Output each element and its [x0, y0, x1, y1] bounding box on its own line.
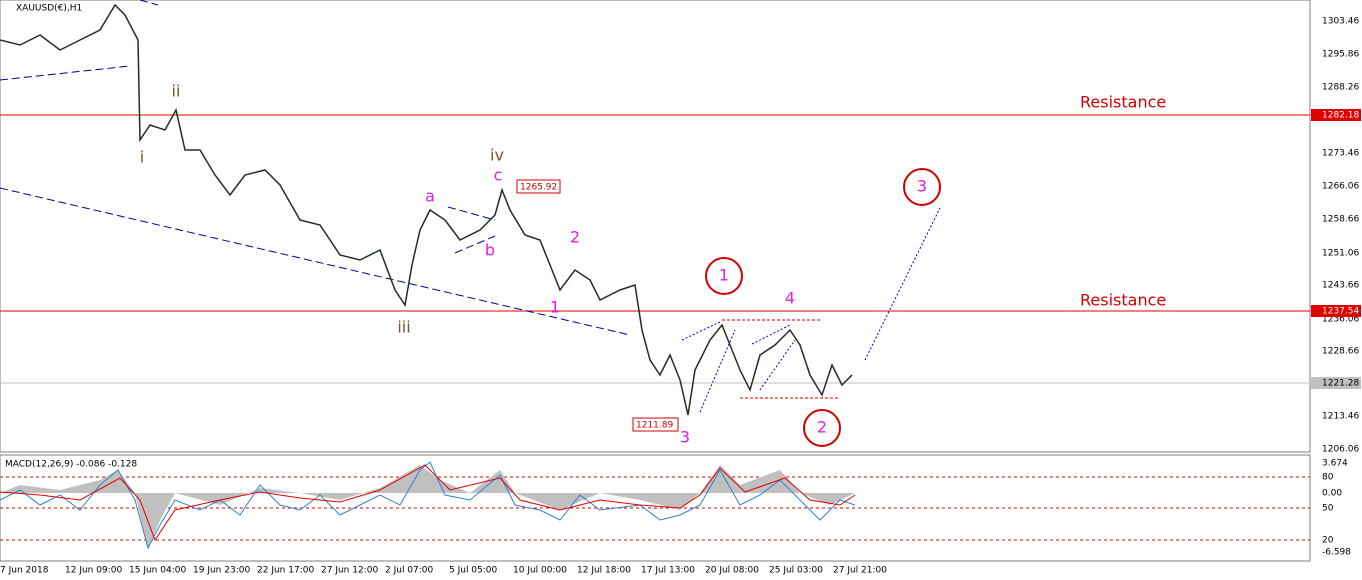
- macd-label: 3.674: [1322, 459, 1348, 469]
- price-tag: 1265.92: [520, 183, 557, 193]
- price-tag: 1282.18: [1322, 111, 1359, 121]
- price-label: 1228.66: [1322, 347, 1359, 357]
- trendlines: [0, 0, 631, 336]
- time-label: 22 Jun 17:00: [257, 566, 314, 576]
- price-label: 1288.26: [1322, 83, 1359, 93]
- price-path: [0, 3, 853, 416]
- time-label: 19 Jun 23:00: [193, 566, 250, 576]
- price-tag-bg: [1311, 377, 1361, 389]
- price-label: 1243.66: [1322, 281, 1359, 291]
- macd-signal: [0, 464, 856, 542]
- main-pane: [0, 0, 1311, 453]
- wave-label: 2: [570, 228, 580, 247]
- price-tag-box: [516, 179, 561, 194]
- wave-label: i: [140, 148, 144, 167]
- price-tag-box: [632, 417, 679, 432]
- level-label: Resistance: [1080, 93, 1166, 112]
- price-label: 1273.46: [1322, 149, 1359, 159]
- time-label: 12 Jul 18:00: [577, 566, 631, 576]
- wave-label: ii: [172, 82, 181, 101]
- wave-label: 2: [817, 418, 827, 437]
- time-label: 15 Jun 04:00: [129, 566, 186, 576]
- wave-label: iv: [490, 146, 504, 165]
- price-tag: 1221.28: [1322, 379, 1359, 389]
- price-label: 1206.06: [1322, 445, 1359, 455]
- wave-label: 4: [785, 289, 795, 308]
- macd-title: MACD(12,26,9) -0.086 -0.128: [5, 460, 137, 470]
- wave-circle: [803, 409, 841, 447]
- time-label: 10 Jul 00:00: [513, 566, 567, 576]
- time-label: 5 Jul 05:00: [449, 566, 498, 576]
- wave-label: 3: [917, 177, 927, 196]
- time-label: 12 Jun 09:00: [65, 566, 122, 576]
- price-tag: 1237.54: [1322, 307, 1359, 317]
- wave-label: a: [425, 187, 435, 206]
- time-axis: 7 Jun 2018 12 Jun 09:00 15 Jun 04:00 19 Jun…: [0, 566, 887, 576]
- time-label: 20 Jul 08:00: [705, 566, 759, 576]
- wave-circle: [903, 168, 941, 206]
- price-tag-bg: [1311, 109, 1361, 121]
- price-label: 1251.06: [1322, 249, 1359, 259]
- time-label: 27 Jul 21:00: [833, 566, 887, 576]
- time-label: 7 Jun 2018: [0, 566, 49, 576]
- time-label: 17 Jul 13:00: [641, 566, 695, 576]
- time-label: 2 Jul 07:00: [385, 566, 434, 576]
- price-label: 1303.46: [1322, 17, 1359, 27]
- wave-label: c: [494, 166, 503, 185]
- macd-main: [0, 461, 856, 550]
- macd-label: 50: [1322, 504, 1334, 514]
- price-label: 1258.66: [1322, 215, 1359, 225]
- wave-label: iii: [397, 318, 410, 337]
- axis-labels: 1303.46 1295.86 1288.26 1273.46 1266.06 …: [1322, 17, 1359, 455]
- macd-label: -6.598: [1322, 548, 1351, 558]
- price-tag-bg: [1311, 305, 1361, 317]
- price-label: 1295.86: [1322, 50, 1359, 60]
- price-label: 1266.06: [1322, 182, 1359, 192]
- wave-label: 1: [550, 298, 560, 317]
- symbol-title: XAUUSD(€),H1: [16, 4, 82, 14]
- range-lines: [722, 319, 840, 399]
- price-label: 1213.46: [1322, 412, 1359, 422]
- level-label: Resistance: [1080, 291, 1166, 310]
- macd-label: 80: [1322, 473, 1334, 483]
- wave-label: b: [485, 241, 495, 260]
- price-tag: 1211.89: [636, 421, 673, 431]
- macd-label: 20: [1322, 536, 1334, 546]
- wave-projections: [681, 207, 941, 413]
- wave-label: 3: [680, 428, 690, 447]
- time-label: 27 Jun 12:00: [321, 566, 378, 576]
- time-label: 25 Jul 03:00: [769, 566, 823, 576]
- macd-histogram: [0, 465, 855, 550]
- macd-levels: [0, 476, 1310, 541]
- wave-circle: [705, 257, 743, 295]
- wave-label: 1: [719, 266, 729, 285]
- price-label: 1236.06: [1322, 315, 1359, 325]
- macd-label: 0.00: [1322, 489, 1342, 499]
